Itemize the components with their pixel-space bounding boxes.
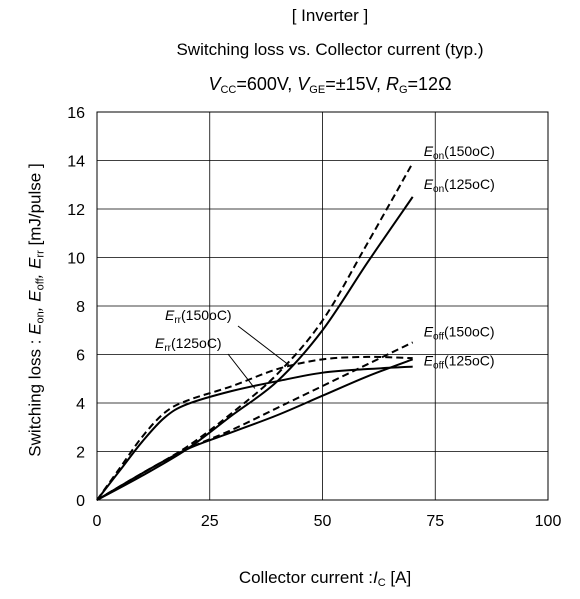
annotation-eon-150c: Eon(150oC)	[424, 143, 495, 162]
series-eon-125-c	[96, 196, 414, 501]
chart-conditions: VCC=600V, VGE=±15V, RG=12Ω	[120, 74, 540, 96]
leader-line-err-150c	[237, 325, 292, 368]
x-tick-label: 0	[93, 513, 102, 530]
y-tick-label: 8	[76, 299, 85, 316]
annotation-eoff-150c: Eoff(150oC)	[424, 323, 495, 342]
x-label-unit: [A]	[385, 568, 412, 587]
plot-frame	[96, 111, 549, 501]
series-eoff-125-c	[96, 358, 414, 501]
vge-symbol: V	[297, 74, 310, 94]
vcc-value: =600V,	[236, 74, 298, 94]
leader-line-err-125c	[227, 353, 256, 389]
series-eoff-150-c	[96, 341, 414, 501]
y-label-unit: [mJ/pulse ]	[25, 163, 45, 251]
annotation-eon-125c: Eon(125oC)	[424, 176, 495, 195]
series-err-125-c	[96, 365, 413, 501]
rg-value: =12Ω	[407, 74, 452, 94]
x-axis-label: Collector current :IC [A]	[95, 568, 555, 589]
y-label-prefix: Switching loss :	[25, 334, 45, 457]
vge-subscript: GE	[309, 84, 326, 96]
x-tick-label: 25	[201, 513, 219, 530]
x-label-text: Collector current :	[238, 568, 373, 587]
annotation-err-125c: Err(125oC)	[155, 335, 222, 354]
chart-subtitle: Switching loss vs. Collector current (ty…	[176, 40, 484, 59]
annotation-eoff-125c: Eoff(125oC)	[424, 352, 495, 371]
y-label-e3: , E	[25, 257, 45, 279]
vge-value: =±15V,	[325, 74, 386, 94]
y-tick-label: 14	[67, 154, 85, 171]
x-tick-label: 75	[426, 513, 444, 530]
rg-symbol: R	[385, 74, 399, 94]
y-label-s1: on	[34, 311, 47, 324]
annotation-err-150c: Err(150oC)	[165, 307, 232, 326]
y-tick-label: 0	[76, 493, 85, 510]
vcc-subscript: CC	[220, 84, 237, 96]
y-tick-label: 6	[76, 348, 85, 365]
x-tick-label: 100	[535, 513, 562, 530]
y-label-e2: , E	[25, 290, 45, 312]
y-tick-label: 16	[67, 105, 85, 122]
chart-title: [ Inverter ]	[291, 6, 369, 25]
vcc-symbol: V	[208, 74, 221, 94]
y-axis-label: Switching loss : Eon, Eoff, Err [mJ/puls…	[26, 80, 47, 540]
series-eon-150-c	[96, 162, 414, 501]
y-label-s2: off	[34, 278, 47, 291]
y-tick-label: 12	[67, 202, 85, 219]
y-label-s3: rr	[34, 250, 47, 258]
x-label-subscript: C	[377, 577, 386, 589]
y-tick-label: 10	[67, 251, 85, 268]
x-tick-label: 50	[314, 513, 332, 530]
y-label-e1: E	[25, 323, 45, 335]
x-label-symbol: I	[372, 568, 378, 587]
y-tick-label: 2	[76, 445, 85, 462]
y-tick-label: 4	[76, 396, 85, 413]
series-err-150-c	[96, 355, 413, 501]
rg-subscript: G	[398, 84, 408, 96]
